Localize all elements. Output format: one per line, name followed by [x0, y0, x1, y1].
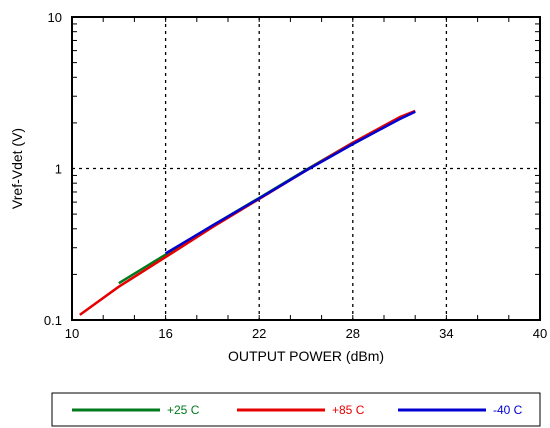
legend-label: +25 C: [167, 403, 200, 417]
x-tick-label: 16: [158, 326, 172, 341]
y-axis-label: Vref-Vdet (V): [9, 128, 25, 209]
x-tick-label: 22: [252, 326, 266, 341]
legend-label: +85 C: [332, 403, 365, 417]
series-line: [80, 111, 415, 315]
x-tick-label: 34: [439, 326, 453, 341]
series-line: [166, 112, 416, 254]
y-tick-label: 1: [55, 162, 62, 177]
x-tick-label: 10: [65, 326, 79, 341]
y-tick-label: 0.1: [44, 313, 62, 328]
legend: +25 C +85 C -40 C: [52, 393, 540, 426]
series-lines: [80, 111, 415, 315]
x-axis-label: OUTPUT POWER (dBm): [228, 348, 384, 364]
x-tick-label: 28: [346, 326, 360, 341]
legend-label: -40 C: [493, 403, 523, 417]
y-tick-label: 10: [48, 10, 62, 25]
x-tick-label: 40: [533, 326, 547, 341]
